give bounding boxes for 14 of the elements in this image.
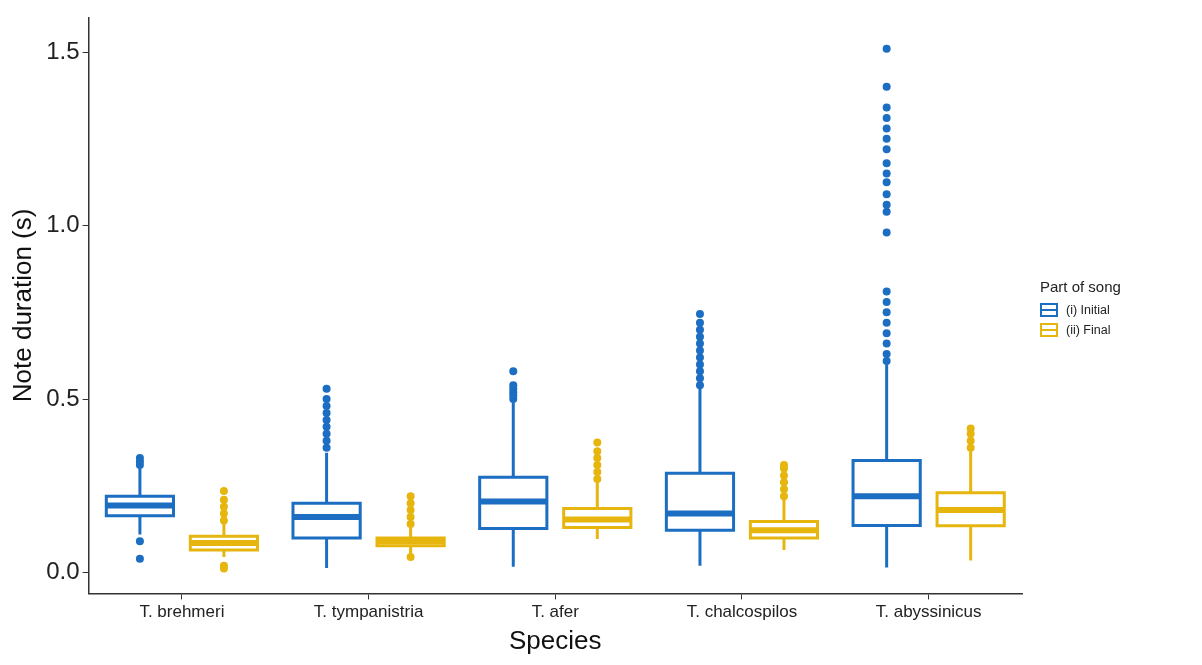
x-tick-label: T. abyssinicus xyxy=(875,602,982,622)
legend-title: Part of song xyxy=(1040,278,1121,295)
y-tick-label: 1.5 xyxy=(46,36,80,64)
x-tick-label: T. tympanistria xyxy=(313,602,424,622)
x-tick-label: T. chalcospilos xyxy=(686,602,798,622)
x-tick-label: T. afer xyxy=(531,602,580,622)
y-tick-label: 0.5 xyxy=(46,383,80,411)
y-tick-label: 1.0 xyxy=(46,210,80,238)
legend-label: (i) Initial xyxy=(1066,303,1110,317)
y-axis-title: Note duration (s) xyxy=(6,208,37,403)
legend-label: (ii) Final xyxy=(1066,323,1111,337)
x-axis-title: Species xyxy=(509,624,602,655)
y-tick-label: 0.0 xyxy=(46,557,80,585)
x-tick-label: T. brehmeri xyxy=(139,602,225,622)
